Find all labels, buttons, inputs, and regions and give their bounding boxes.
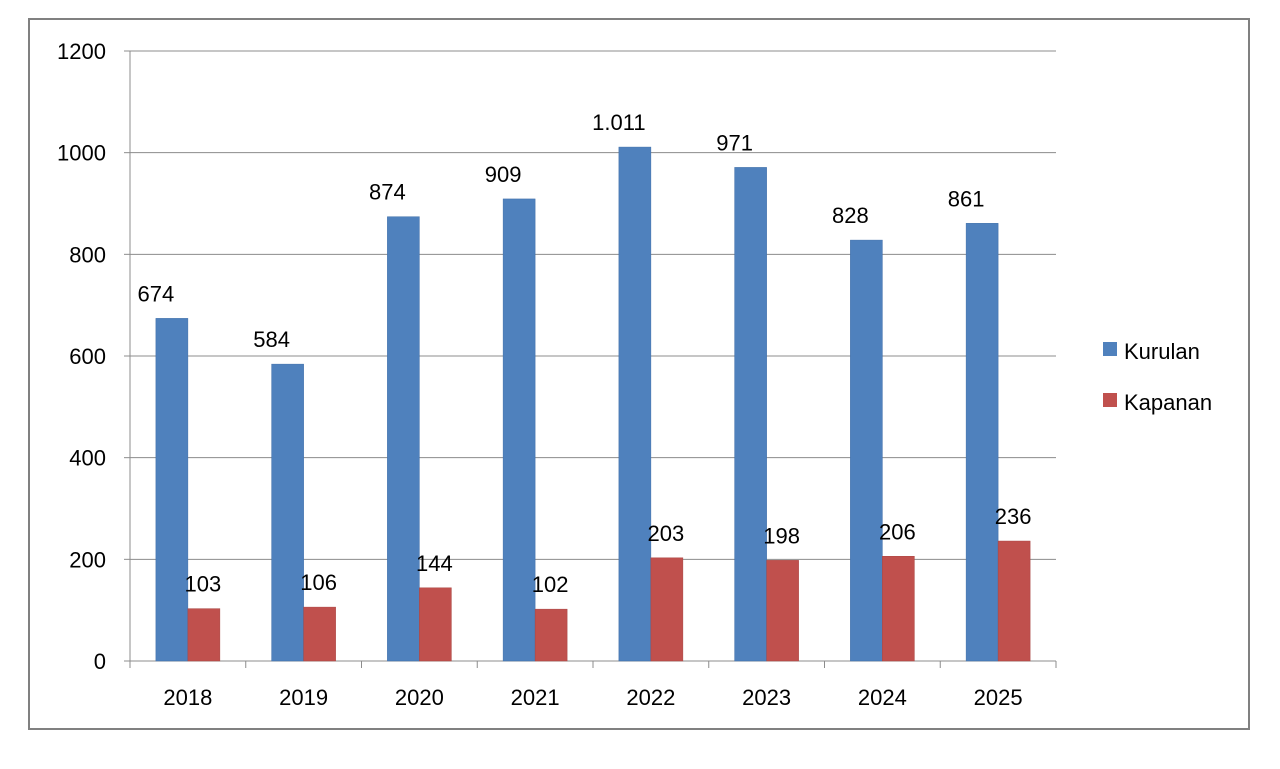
data-label-kapanan: 102 [532, 572, 569, 597]
y-tick-label: 800 [69, 242, 106, 267]
legend-label: Kurulan [1124, 339, 1200, 364]
bar-kurulan [965, 223, 999, 662]
bar-kurulan [155, 318, 189, 662]
legend-swatch [1103, 342, 1117, 356]
bars [155, 146, 1031, 662]
data-label-kapanan: 106 [300, 570, 337, 595]
legend: Kurulan Kapanan [1103, 339, 1212, 415]
data-label-kurulan: 1.011 [592, 110, 645, 135]
data-label-kurulan: 584 [253, 327, 290, 352]
y-axis-ticks: 0 200 400 600 800 1000 1200 [57, 39, 130, 674]
bar-kapanan [650, 557, 684, 662]
bar-kapanan [766, 560, 799, 662]
bar-kapanan [997, 540, 1031, 662]
bar-kapanan [187, 608, 221, 662]
bar-kurulan [502, 198, 536, 662]
data-label-kurulan: 909 [485, 162, 522, 187]
x-tick-label: 2020 [395, 685, 444, 710]
y-tick-label: 1200 [57, 39, 106, 64]
x-tick-label: 2019 [279, 685, 328, 710]
data-label-kurulan: 828 [832, 203, 869, 228]
bar-kurulan [734, 167, 767, 662]
data-label-kurulan: 874 [369, 180, 406, 205]
data-label-kapanan: 103 [185, 572, 222, 597]
bar-kapanan [303, 606, 336, 662]
bar-kapanan [534, 608, 568, 662]
x-axis-ticks: 2018 2019 2020 2021 2022 2023 2024 2025 [129, 661, 1057, 710]
data-label-kurulan: 674 [138, 281, 175, 306]
data-label-kapanan: 206 [879, 519, 916, 544]
bar-kurulan [387, 216, 420, 662]
x-tick-label: 2024 [858, 685, 907, 710]
bar-kapanan [419, 587, 452, 662]
legend-swatch [1103, 393, 1117, 407]
y-tick-label: 600 [69, 344, 106, 369]
bar-kurulan [618, 146, 652, 662]
x-tick-label: 2023 [742, 685, 791, 710]
data-label-kapanan: 203 [648, 521, 685, 546]
data-label-kapanan: 236 [995, 504, 1032, 529]
data-label-kurulan: 861 [948, 186, 985, 211]
bar-kurulan [271, 363, 304, 662]
data-label-kapanan: 144 [416, 551, 453, 576]
chart-frame: 0 200 400 600 800 1000 1200 2018 2019 2020 2021 20… [28, 18, 1250, 730]
y-tick-label: 0 [94, 649, 106, 674]
data-label-kurulan: 971 [716, 130, 753, 155]
y-tick-label: 200 [69, 547, 106, 572]
data-labels: 674 584 874 909 1.011 971 828 861 103 106 144 102 20… [138, 110, 1032, 597]
bar-kapanan [882, 556, 915, 662]
x-tick-label: 2022 [626, 685, 675, 710]
y-tick-label: 1000 [57, 141, 106, 166]
y-tick-label: 400 [69, 446, 106, 471]
x-tick-label: 2021 [511, 685, 560, 710]
legend-label: Kapanan [1124, 390, 1212, 415]
data-label-kapanan: 198 [763, 523, 800, 548]
x-tick-label: 2025 [974, 685, 1023, 710]
bar-kurulan [850, 239, 883, 662]
x-tick-label: 2018 [163, 685, 212, 710]
